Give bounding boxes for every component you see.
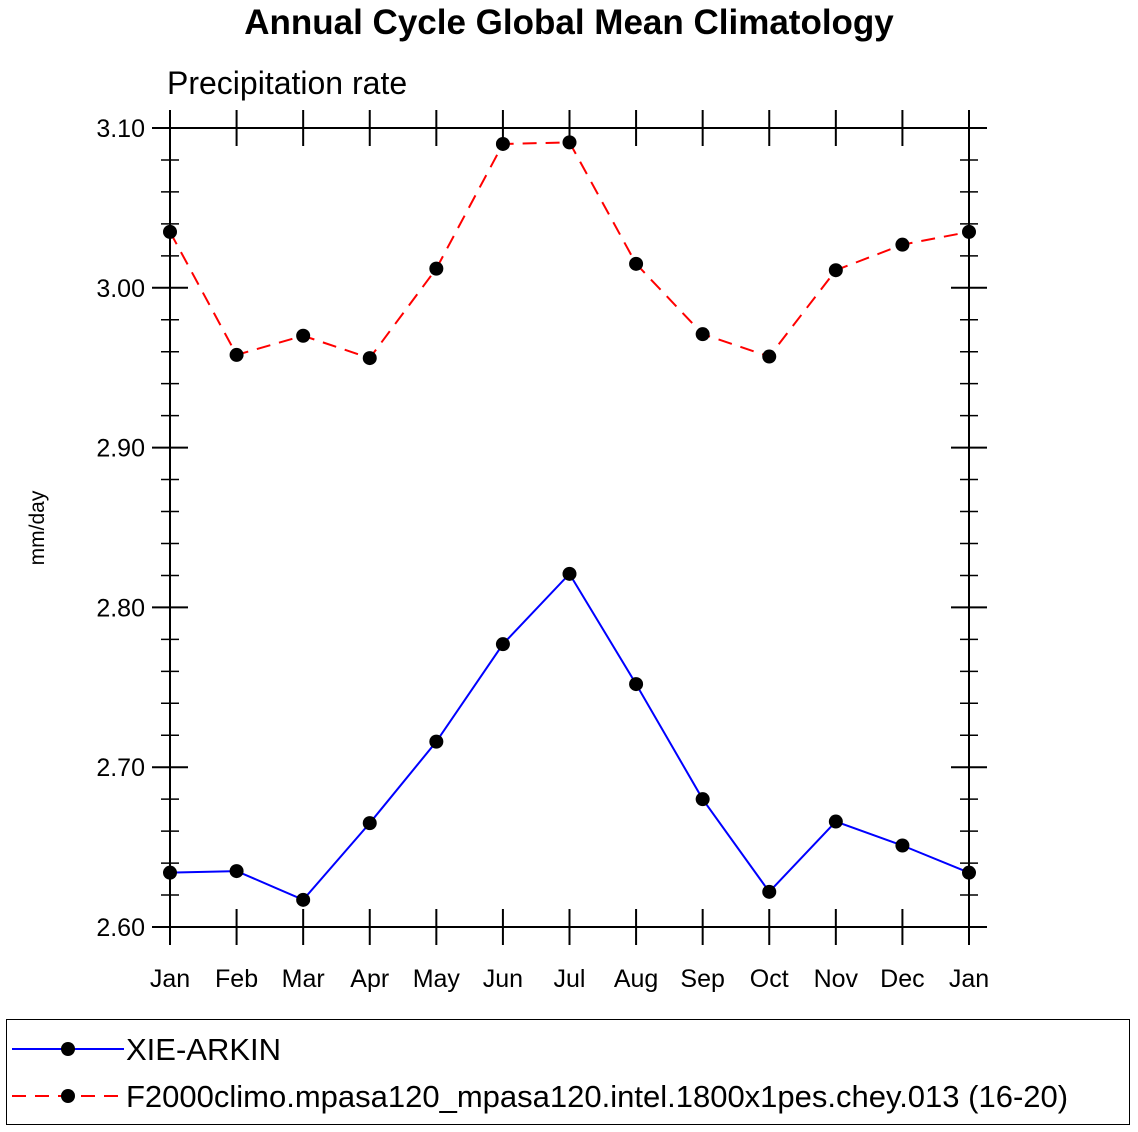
- series-2-point: [828, 263, 843, 278]
- series-2-point: [762, 349, 777, 364]
- series-2-point: [695, 327, 710, 342]
- series-1-point: [296, 892, 311, 907]
- y-tick-label: 2.80: [96, 594, 145, 622]
- y-axis-label: mm/day: [26, 490, 49, 565]
- series-2-point: [562, 135, 577, 150]
- y-tick-label: 2.90: [96, 435, 145, 463]
- y-tick-labels: 2.60 2.70 2.80 2.90 3.00 3.10: [96, 115, 145, 942]
- series-2-point: [895, 237, 910, 252]
- legend: XIE-ARKIN F2000climo.mpasa120_mpasa120.in…: [12, 1032, 1068, 1114]
- series-2-point: [362, 351, 377, 366]
- x-tick-label: Nov: [814, 965, 859, 993]
- x-tick-label: Jul: [554, 965, 586, 993]
- y-tick-label: 3.00: [96, 275, 145, 303]
- series-2-point: [296, 328, 311, 343]
- legend-label-1: XIE-ARKIN: [126, 1032, 281, 1067]
- series-1-point: [562, 566, 577, 581]
- x-tick-label: Oct: [750, 965, 789, 993]
- series-2-point: [229, 347, 244, 362]
- series-1-point: [429, 734, 444, 749]
- legend-label-2: F2000climo.mpasa120_mpasa120.intel.1800x…: [126, 1079, 1068, 1114]
- x-tick-label: Dec: [880, 965, 924, 993]
- x-tick-label: Aug: [614, 965, 658, 993]
- series-1-point: [362, 816, 377, 831]
- series-1-point: [828, 814, 843, 829]
- x-tick-label: Apr: [350, 965, 389, 993]
- axis-ticks: [152, 110, 987, 945]
- series-2-point: [629, 256, 644, 271]
- chart-subtitle: Precipitation rate: [167, 65, 407, 101]
- chart-title: Annual Cycle Global Mean Climatology: [244, 3, 894, 42]
- legend-marker-1: [61, 1042, 75, 1056]
- legend-box: [6, 1019, 1130, 1125]
- y-tick-label: 3.10: [96, 115, 145, 143]
- x-tick-label: Mar: [282, 965, 325, 993]
- x-tick-labels: Jan Feb Mar Apr May Jun Jul Aug Sep Oct Nov Dec Jan: [150, 965, 989, 993]
- series-1-point: [695, 792, 710, 807]
- x-tick-label: Feb: [215, 965, 258, 993]
- series-line-2: [169, 141, 970, 360]
- x-tick-label: Jan: [150, 965, 190, 993]
- series-1-point: [762, 884, 777, 899]
- series-1-point: [895, 838, 910, 853]
- x-tick-label: Sep: [680, 965, 724, 993]
- y-tick-label: 2.60: [96, 914, 145, 942]
- series-1-point: [495, 637, 510, 652]
- series-line-1: [169, 572, 970, 902]
- legend-marker-2: [61, 1089, 75, 1103]
- x-tick-label: Jan: [949, 965, 989, 993]
- y-tick-label: 2.70: [96, 754, 145, 782]
- x-tick-label: Jun: [483, 965, 523, 993]
- series-1-point: [629, 677, 644, 692]
- series-2-point: [429, 261, 444, 276]
- series-1-point: [229, 864, 244, 879]
- plot-frame: [169, 127, 970, 928]
- series-layer: [163, 135, 976, 907]
- x-tick-label: May: [413, 965, 461, 993]
- series-2-point: [495, 136, 510, 151]
